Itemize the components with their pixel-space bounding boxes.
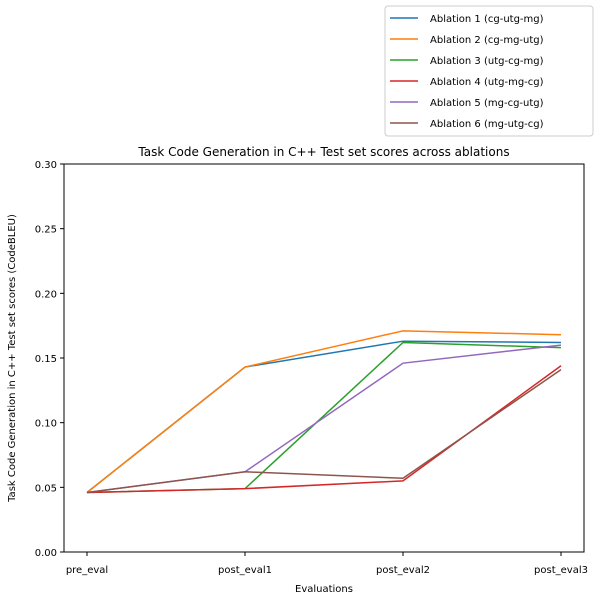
y-tick-label: 0.25 (35, 225, 57, 236)
y-tick-label: 0.30 (35, 160, 57, 171)
legend-entry-label: Ablation 4 (utg-mg-cg) (430, 77, 544, 88)
plot-area-frame (63, 163, 585, 553)
chart-title: Task Code Generation in C++ Test set sco… (137, 145, 509, 159)
y-tick-label: 0.10 (35, 419, 57, 430)
x-axis: pre_eval post_eval1 post_eval2 post_eval3 (66, 552, 588, 576)
y-axis: 0.00 0.05 0.10 0.15 0.20 0.25 0.30 (35, 160, 64, 559)
x-tick-label: pre_eval (66, 565, 108, 576)
series-line-2 (86, 330, 562, 494)
legend-entry-label: Ablation 6 (mg-utg-cg) (430, 119, 544, 130)
y-tick-label: 0.05 (35, 483, 57, 494)
y-axis-label: Task Code Generation in C++ Test set sco… (7, 214, 18, 503)
x-tick-label: post_eval1 (218, 565, 272, 576)
y-tick-label: 0.00 (35, 548, 57, 559)
x-axis-label: Evaluations (295, 584, 353, 595)
x-tick-label: post_eval2 (376, 565, 430, 576)
series-line-4 (86, 365, 562, 494)
legend-entry-label: Ablation 2 (cg-mg-utg) (430, 35, 544, 46)
series-lines (86, 330, 562, 494)
legend-entry-label: Ablation 3 (utg-cg-mg) (430, 56, 544, 67)
legend-box (384, 5, 594, 137)
y-tick-label: 0.15 (35, 354, 57, 365)
legend-entry-label: Ablation 1 (cg-utg-mg) (430, 14, 544, 25)
legend: Ablation 1 (cg-utg-mg) Ablation 2 (cg-mg-… (384, 5, 594, 137)
y-tick-label: 0.20 (35, 289, 57, 300)
legend-entry-label: Ablation 5 (mg-cg-utg) (430, 98, 544, 109)
series-line-6 (86, 369, 562, 494)
x-tick-label: post_eval3 (534, 565, 588, 576)
